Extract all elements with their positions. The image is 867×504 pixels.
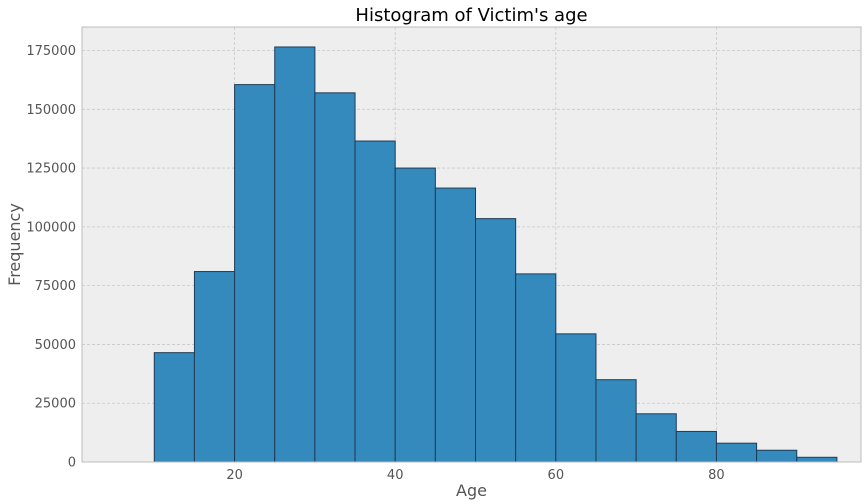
y-tick-labels: 0 25000 50000 75000 100000 125000 150000 175000: [26, 44, 76, 470]
chart-title: Histogram of Victim's age: [355, 5, 587, 26]
histogram-bar: [193, 271, 236, 463]
x-tick-label: 60: [548, 468, 565, 483]
histogram-bar: [475, 218, 517, 463]
histogram-bar: [675, 430, 717, 463]
histogram-bar: [153, 352, 195, 463]
y-tick-label: 175000: [26, 44, 76, 59]
y-axis-label: Frequency: [5, 203, 24, 286]
x-axis-label: Age: [456, 481, 487, 500]
histogram-bar: [595, 379, 637, 463]
histogram-bar: [635, 413, 677, 463]
x-tick-label: 20: [226, 468, 243, 483]
y-tick-label: 0: [68, 456, 76, 471]
histogram-bar: [234, 84, 276, 463]
y-tick-label: 125000: [26, 162, 76, 177]
bars: [153, 46, 838, 463]
x-tick-label: 40: [387, 468, 404, 483]
x-tick-labels: 20 40 60 80: [226, 468, 724, 483]
histogram-bar: [394, 167, 436, 463]
histogram-bar: [274, 46, 316, 463]
histogram-bar: [515, 273, 557, 463]
histogram-bar: [314, 92, 356, 463]
histogram-bar: [756, 449, 798, 463]
y-tick-label: 150000: [26, 103, 76, 118]
y-tick-label: 100000: [26, 220, 76, 235]
y-tick-label: 75000: [35, 279, 76, 294]
histogram-bar: [796, 456, 838, 463]
y-tick-label: 50000: [35, 338, 76, 353]
plot-frame: [81, 26, 862, 463]
histogram-bar: [434, 187, 477, 463]
histogram-bar: [354, 140, 396, 463]
histogram-bar: [555, 333, 597, 463]
y-tick-label: 25000: [35, 397, 76, 412]
histogram-bar: [715, 442, 758, 463]
x-tick-label: 80: [708, 468, 725, 483]
